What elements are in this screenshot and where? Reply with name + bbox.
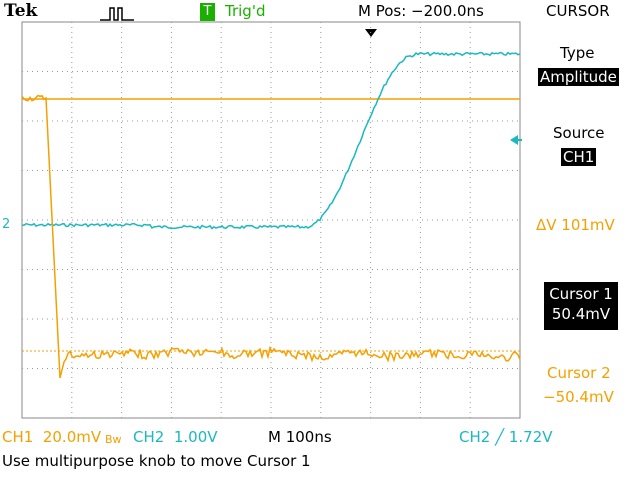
- menu-value: Amplitude: [538, 68, 619, 86]
- cursor1-label: Cursor 1: [549, 285, 613, 303]
- ch1-waveform: [21, 94, 521, 379]
- ch1-bw: Bw: [105, 433, 122, 446]
- trigger-status: Trig'd: [225, 2, 266, 20]
- menu-label: Source: [553, 124, 605, 142]
- menu-title: CURSOR: [546, 2, 610, 20]
- timebase: M 100ns: [268, 428, 332, 446]
- cursor2-label: Cursor 2: [547, 364, 611, 382]
- ch2-scale: CH2 1.00V: [133, 428, 218, 446]
- cursor1-value: 50.4mV: [551, 305, 611, 323]
- trigger-level: CH2 ╱ 1.72V: [459, 428, 553, 446]
- ch2-waveform: [21, 51, 521, 230]
- status-message: Use multipurpose knob to move Cursor 1: [2, 452, 311, 470]
- trigger-badge: T: [200, 3, 215, 21]
- position: M Pos: −200.0ns: [358, 2, 484, 20]
- menu-label: Type: [560, 44, 595, 62]
- menu-value: CH1: [561, 148, 597, 166]
- cursor2-value: −50.4mV: [543, 388, 614, 406]
- trigger-icon: [100, 7, 134, 21]
- delta-readout: ΔV 101mV: [536, 216, 615, 234]
- cursor1-box: Cursor 1 50.4mV: [544, 282, 618, 330]
- brand: Tek: [4, 1, 38, 21]
- ch2-marker: 2: [2, 217, 11, 232]
- ch1-scale: CH1 20.0mV: [2, 428, 102, 446]
